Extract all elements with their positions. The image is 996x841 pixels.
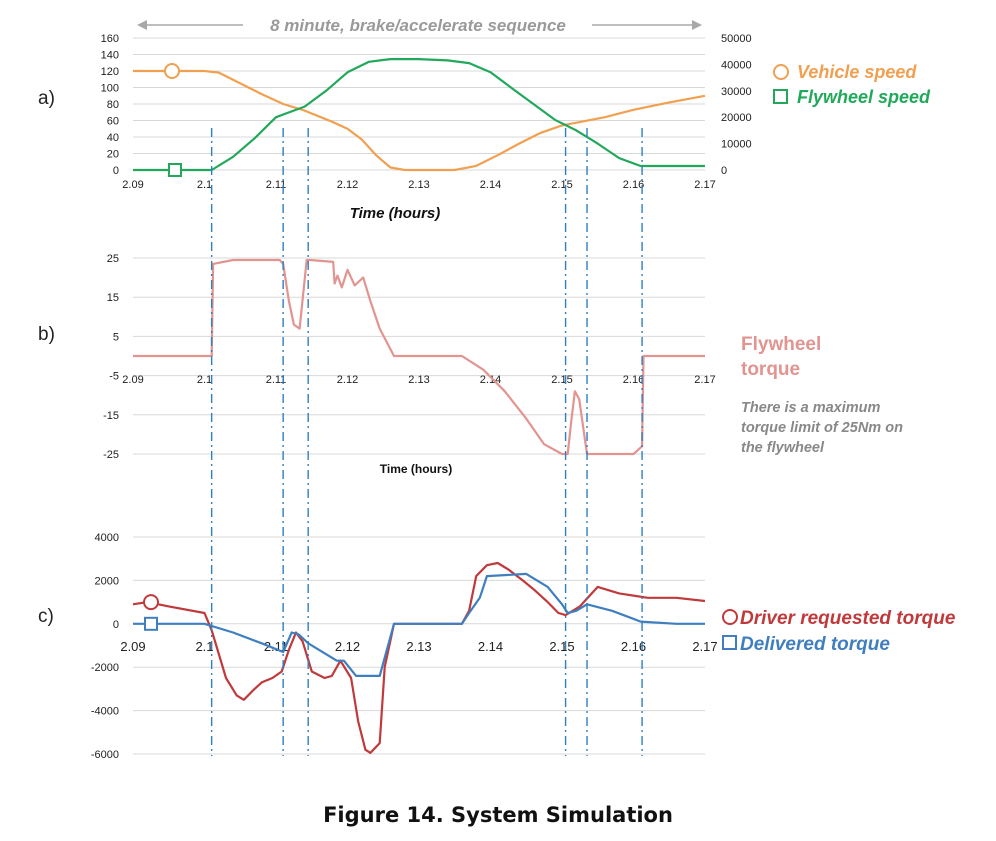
driver-torque-marker-circle bbox=[143, 594, 159, 611]
x-tick-label: 2.15 bbox=[551, 374, 572, 386]
x-tick-label: 2.14 bbox=[480, 179, 501, 191]
y-right-tick-label: 10000 bbox=[721, 139, 752, 151]
x-tick-label: 2.1 bbox=[197, 179, 212, 191]
y-tick-label: -4000 bbox=[91, 706, 119, 718]
event-lines bbox=[210, 128, 643, 756]
x-tick-label: 2.16 bbox=[623, 179, 644, 191]
legend-flywheel-speed: Flywheel speed bbox=[797, 87, 931, 107]
x-tick-label: 2.13 bbox=[408, 374, 429, 386]
x-tick-label: 2.15 bbox=[551, 179, 572, 191]
y-right-tick-label: 0 bbox=[721, 165, 727, 177]
x-tick-label: 2.09 bbox=[122, 179, 143, 191]
legend-square-icon bbox=[773, 89, 788, 104]
x-tick-label: 2.09 bbox=[122, 374, 143, 386]
x-tick-label: 2.17 bbox=[694, 374, 715, 386]
x-tick-label: 2.11 bbox=[266, 374, 287, 386]
x-tick-label: 2.1 bbox=[195, 639, 213, 654]
y-right-tick-label: 40000 bbox=[721, 59, 752, 71]
torque-limit-note-line: the flywheel bbox=[741, 440, 825, 456]
y-tick-label: -25 bbox=[103, 449, 119, 461]
x-tick-label: 2.09 bbox=[120, 639, 145, 654]
y-tick-label: 0 bbox=[113, 619, 119, 631]
y-tick-label: -2000 bbox=[91, 662, 119, 674]
panel-label: c) bbox=[38, 606, 54, 627]
x-tick-label: 2.15 bbox=[549, 639, 574, 654]
legend-square-icon bbox=[722, 635, 737, 650]
legend-flywheel-torque-line1: Flywheel bbox=[741, 334, 821, 355]
sequence-label: 8 minute, brake/accelerate sequence bbox=[270, 16, 566, 35]
y-tick-label: 80 bbox=[107, 99, 119, 111]
panel-c-torque-chart: -6000 -4000 -2000 0 2000 4000 2.09 2.1 2.11 2.12 2… bbox=[91, 532, 718, 761]
y-tick-label: -5 bbox=[109, 371, 119, 383]
x-tick-label: 2.14 bbox=[478, 639, 503, 654]
y-tick-label: -15 bbox=[103, 410, 119, 422]
y-tick-label: 2000 bbox=[95, 575, 119, 587]
legend-driver-requested: Driver requested torque bbox=[740, 608, 956, 629]
y-tick-label: 5 bbox=[113, 331, 119, 343]
y-right-tick-label: 50000 bbox=[721, 33, 752, 45]
legend-vehicle-speed: Vehicle speed bbox=[797, 62, 917, 82]
figure-annotations: 8 minute, brake/accelerate sequence a) b) c… bbox=[38, 16, 956, 655]
y-tick-label: 120 bbox=[101, 66, 119, 78]
y-tick-label: 0 bbox=[113, 165, 119, 177]
x-tick-label: 2.12 bbox=[335, 639, 360, 654]
x-tick-label: 2.16 bbox=[621, 639, 646, 654]
y-tick-label: 100 bbox=[101, 83, 119, 95]
y-tick-label: -6000 bbox=[91, 749, 119, 761]
legend-circle-icon bbox=[722, 609, 738, 625]
series-line-2 bbox=[133, 572, 705, 678]
sequence-arrowhead-right bbox=[692, 20, 702, 30]
panel-label: b) bbox=[38, 324, 55, 345]
y-tick-label: 60 bbox=[107, 116, 119, 128]
series-line-1 bbox=[132, 561, 706, 755]
x-tick-label: 2.1 bbox=[197, 374, 212, 386]
y-tick-label: 140 bbox=[101, 50, 119, 62]
series-line-1 bbox=[133, 69, 706, 172]
y-tick-label: 20 bbox=[107, 149, 119, 161]
legend-circle-icon bbox=[773, 64, 789, 80]
y-tick-label: 40 bbox=[107, 132, 119, 144]
x-axis-title: Time (hours) bbox=[380, 462, 452, 476]
x-tick-label: 2.13 bbox=[408, 179, 429, 191]
y-right-tick-label: 20000 bbox=[721, 112, 752, 124]
x-tick-label: 2.17 bbox=[692, 639, 717, 654]
torque-limit-note-line: There is a maximum bbox=[741, 400, 881, 416]
panel-label: a) bbox=[38, 88, 55, 109]
figure-caption: Figure 14. System Simulation bbox=[323, 803, 673, 827]
vehicle-speed-marker-circle bbox=[164, 63, 180, 79]
x-tick-label: 2.11 bbox=[266, 179, 287, 191]
sequence-arrowhead-left bbox=[137, 20, 147, 30]
x-tick-label: 2.12 bbox=[337, 374, 358, 386]
y-right-tick-label: 30000 bbox=[721, 86, 752, 98]
y-tick-label: 4000 bbox=[95, 532, 119, 544]
x-tick-label: 2.17 bbox=[694, 179, 715, 191]
y-tick-label: 25 bbox=[107, 253, 119, 265]
legend-delivered: Delivered torque bbox=[740, 634, 890, 655]
series-line-1 bbox=[133, 258, 705, 456]
x-tick-label: 2.16 bbox=[623, 374, 644, 386]
y-tick-label: 160 bbox=[101, 33, 119, 45]
x-tick-label: 2.13 bbox=[406, 639, 431, 654]
y-tick-label: 15 bbox=[107, 292, 119, 304]
torque-limit-note-line: torque limit of 25Nm on bbox=[741, 420, 903, 436]
x-tick-label: 2.11 bbox=[264, 639, 288, 654]
x-tick-label: 2.12 bbox=[337, 179, 358, 191]
x-axis-title: Time (hours) bbox=[350, 205, 441, 222]
flywheel-speed-marker-square bbox=[168, 163, 182, 177]
delivered-torque-marker-square bbox=[144, 616, 158, 631]
panel-a-speed-chart: 0 20 40 60 80 100 120 140 160 0 10000 20000 30000 400… bbox=[101, 33, 752, 222]
series-line-2 bbox=[133, 57, 705, 172]
legend-flywheel-torque-line2: torque bbox=[741, 359, 800, 380]
